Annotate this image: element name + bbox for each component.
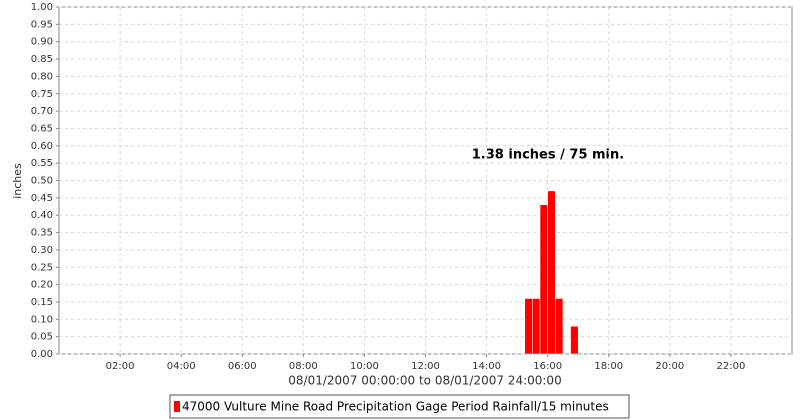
x-tick-label: 22:00 — [717, 361, 746, 372]
bar — [524, 298, 533, 355]
y-tick-label: 0.70 — [31, 106, 53, 117]
x-tick-label: 20:00 — [655, 361, 684, 372]
bar — [547, 190, 556, 355]
y-tick-label: 0.75 — [31, 89, 53, 100]
x-tick-label: 02:00 — [106, 361, 135, 372]
x-tick-label: 04:00 — [167, 361, 196, 372]
y-tick-label: 0.15 — [31, 297, 53, 308]
y-tick-label: 0.05 — [31, 332, 53, 343]
y-tick-label: 0.30 — [31, 245, 53, 256]
x-tick-label: 16:00 — [533, 361, 562, 372]
y-tick-label: 0.95 — [31, 19, 53, 30]
y-tick-label: 0.85 — [31, 54, 53, 65]
y-tick-label: 0.50 — [31, 176, 53, 187]
y-axis-label: inches — [11, 163, 24, 199]
x-tick-label: 14:00 — [472, 361, 501, 372]
legend-box — [169, 394, 630, 419]
bar — [555, 298, 564, 355]
y-tick-label: 1.00 — [31, 2, 53, 13]
y-tick-label: 0.65 — [31, 123, 53, 134]
y-tick-label: 0.45 — [31, 193, 53, 204]
y-tick-label: 0.55 — [31, 158, 53, 169]
y-tick-label: 0.20 — [31, 280, 53, 291]
y-tick-label: 0.60 — [31, 141, 53, 152]
x-tick-label: 10:00 — [350, 361, 379, 372]
legend-label: 47000 Vulture Mine Road Precipitation Ga… — [182, 400, 609, 414]
x-axis-label: 08/01/2007 00:00:00 to 08/01/2007 24:00:… — [288, 374, 561, 388]
x-tick-label: 12:00 — [411, 361, 440, 372]
y-tick-label: 0.10 — [31, 314, 53, 325]
y-tick-label: 0.80 — [31, 71, 53, 82]
y-tick-label: 0.40 — [31, 210, 53, 221]
y-tick-label: 0.00 — [31, 349, 53, 360]
x-tick-label: 18:00 — [594, 361, 623, 372]
y-tick-label: 0.35 — [31, 228, 53, 239]
annotation: 1.38 inches / 75 min. — [472, 148, 624, 163]
bar — [539, 204, 548, 355]
y-tick-label: 0.25 — [31, 262, 53, 273]
bar — [532, 298, 541, 355]
legend-swatch — [174, 401, 180, 412]
x-tick-label: 08:00 — [289, 361, 318, 372]
bar — [570, 325, 579, 355]
x-tick-label: 06:00 — [228, 361, 257, 372]
y-tick-label: 0.90 — [31, 37, 53, 48]
